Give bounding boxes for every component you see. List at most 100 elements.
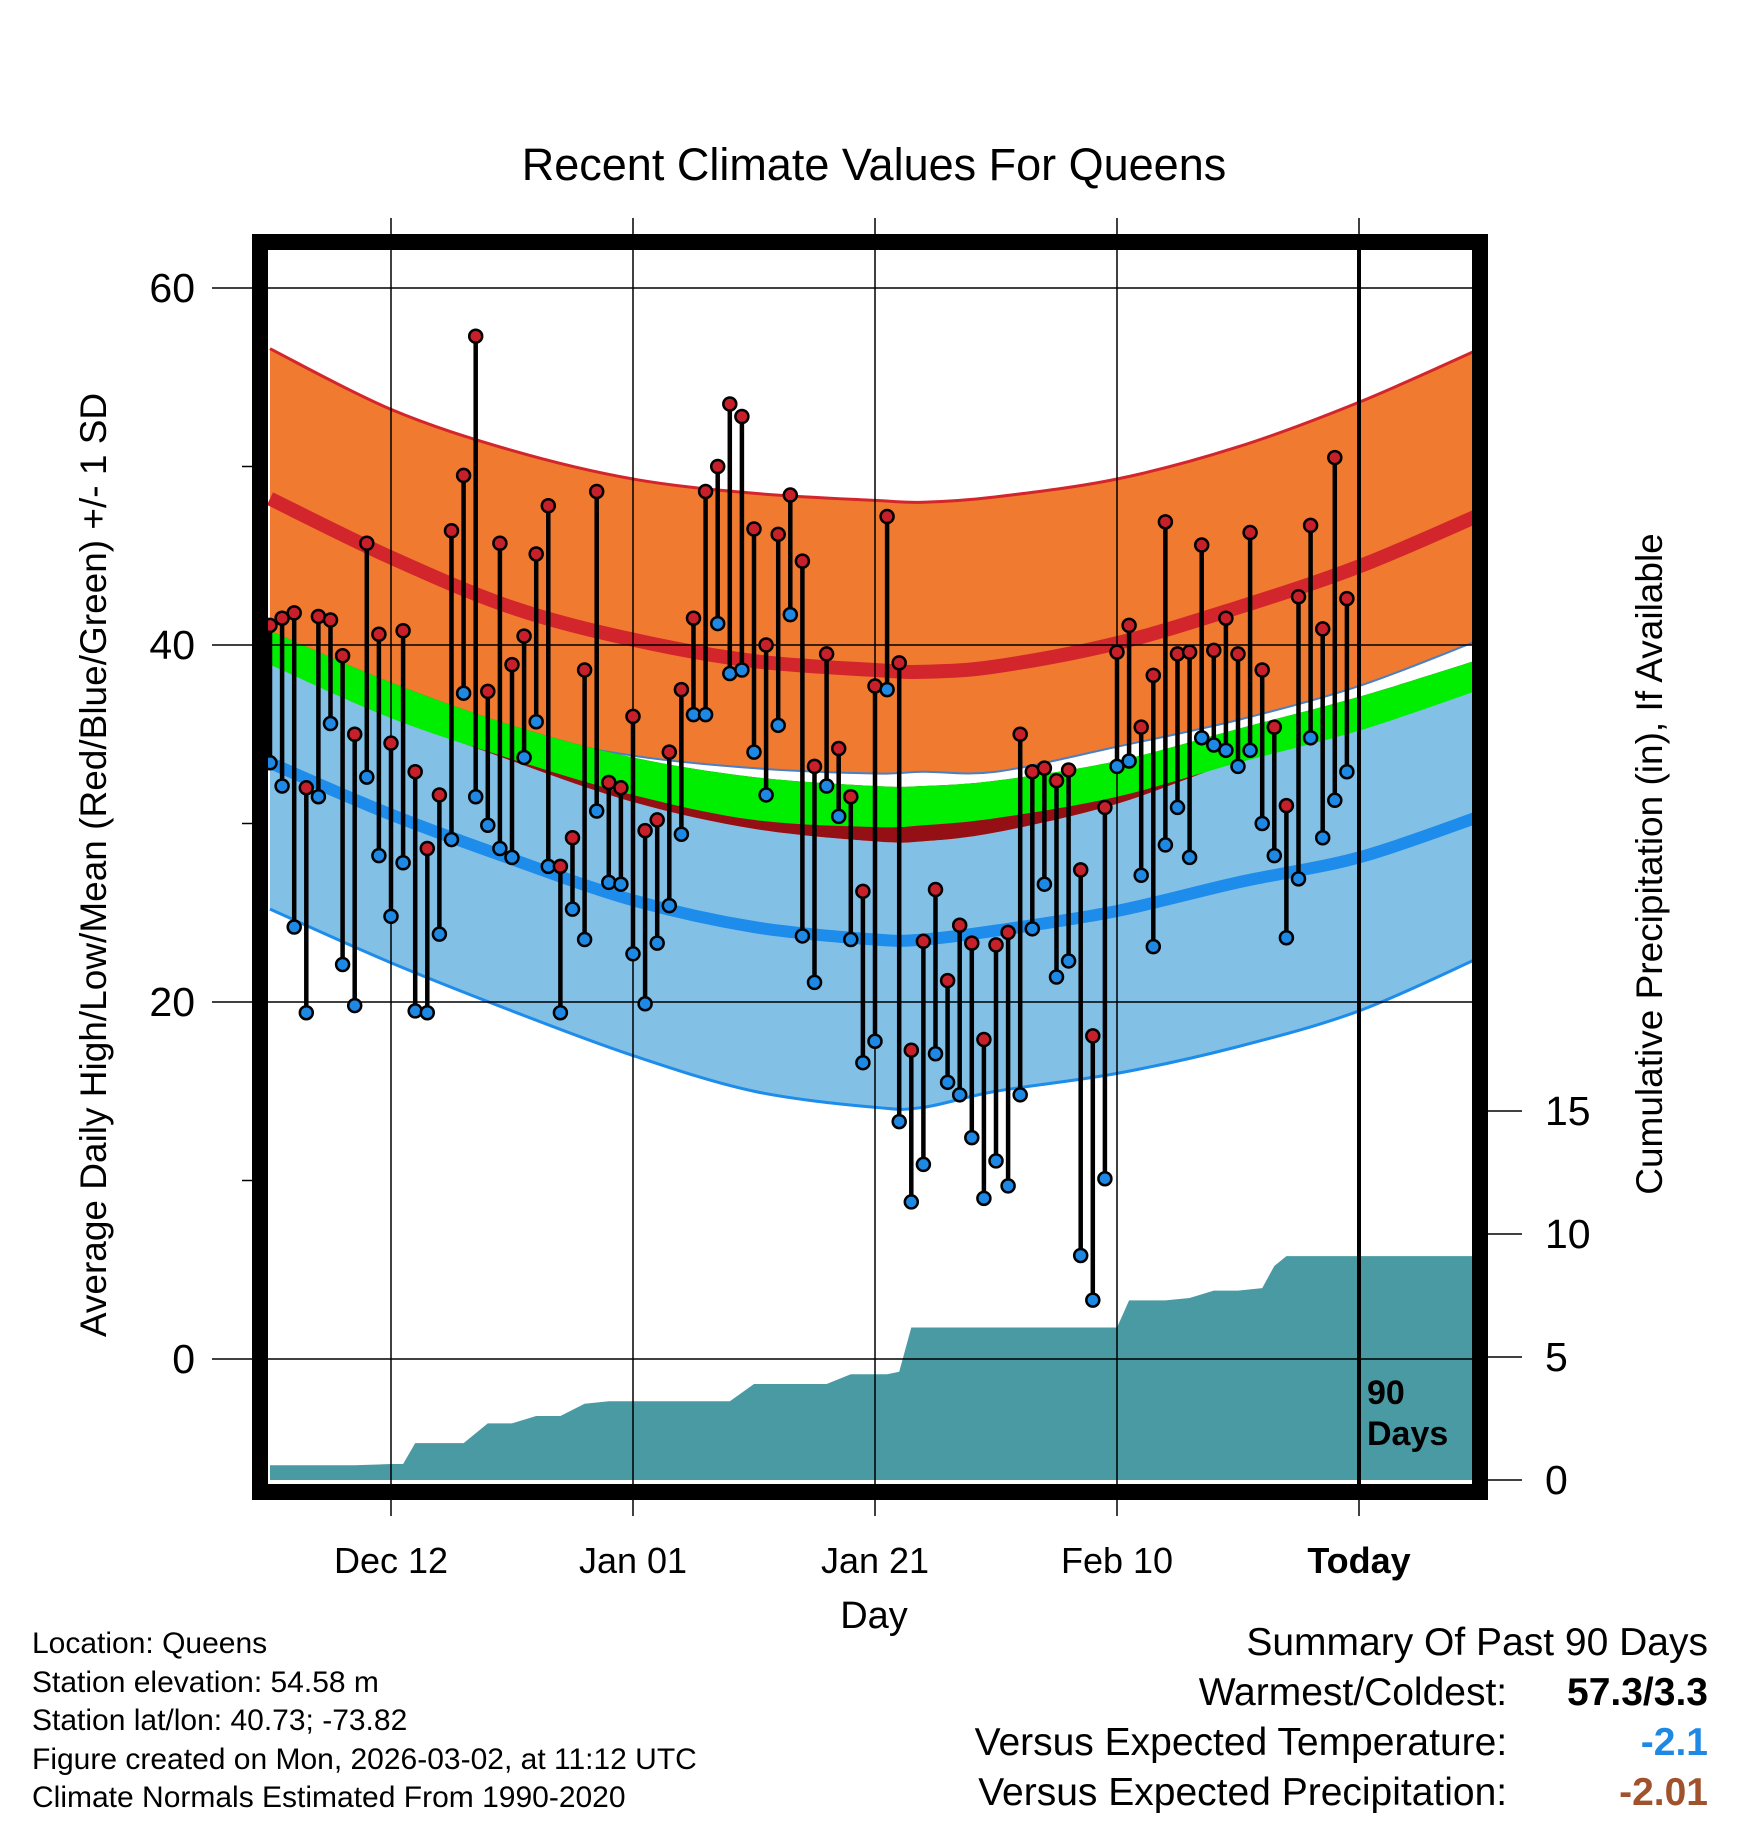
daily-low-point (552, 1004, 569, 1021)
daily-low-point (286, 919, 302, 935)
today-days-label: Days (1367, 1415, 1448, 1453)
daily-high-point (588, 483, 605, 500)
daily-low-point (359, 769, 375, 785)
daily-low-point (830, 808, 847, 825)
daily-high-point (346, 726, 363, 742)
daily-low-point (1012, 1087, 1028, 1103)
temp-label: Versus Expected Temperature: (974, 1721, 1508, 1764)
y-tick-label: 0 (172, 1336, 195, 1382)
daily-low-point (843, 931, 859, 948)
daily-low-point (395, 855, 411, 871)
daily-low-point (879, 681, 895, 698)
daily-low-point (371, 847, 387, 864)
y-tick-label: 20 (149, 979, 195, 1025)
daily-low-point (298, 1004, 315, 1021)
daily-high-point (673, 681, 690, 698)
daily-high-point (1169, 646, 1186, 662)
daily-high-point (371, 626, 387, 643)
x-tick-label: Feb 10 (1061, 1540, 1173, 1581)
daily-high-point (443, 523, 460, 539)
daily-high-point (564, 830, 581, 846)
daily-high-point (1085, 1028, 1101, 1044)
daily-low-point (492, 840, 508, 857)
warm-cold-label: Warmest/Coldest: (1198, 1671, 1508, 1714)
daily-low-point (891, 1113, 907, 1130)
temp-row: Versus Expected Temperature: -2.1 (975, 1718, 1708, 1768)
daily-high-point (1036, 760, 1053, 776)
daily-low-point (649, 935, 665, 951)
daily-high-point (1302, 517, 1319, 534)
location-text: Location: Queens (32, 1627, 268, 1660)
daily-high-point (528, 546, 544, 562)
chart-title: Recent Climate Values For Queens (522, 139, 1227, 190)
daily-low-point (637, 996, 653, 1012)
temp-value: -2.1 (1640, 1721, 1708, 1764)
daily-low-point (1072, 1247, 1089, 1264)
daily-low-point (1121, 753, 1137, 769)
daily-high-point (383, 735, 399, 751)
precip-label: Versus Expected Precipitation: (978, 1771, 1508, 1814)
daily-low-point (1097, 1170, 1113, 1187)
daily-high-point (1072, 862, 1089, 878)
precip-tick-label: 5 (1545, 1334, 1568, 1380)
daily-high-point (661, 744, 678, 760)
daily-low-point (697, 706, 714, 723)
daily-low-point (1048, 969, 1065, 985)
daily-low-point (794, 928, 811, 944)
daily-low-point (1327, 792, 1343, 809)
daily-high-point (903, 1042, 920, 1058)
daily-high-point (1048, 772, 1065, 789)
x-tick-label: Today (1307, 1540, 1410, 1581)
daily-low-point (455, 685, 472, 701)
daily-low-point (867, 1033, 883, 1050)
daily-high-point (540, 498, 557, 514)
daily-high-point (419, 840, 436, 857)
daily-high-point (322, 612, 339, 628)
daily-high-point (1254, 662, 1270, 678)
low-normal-line (267, 757, 1480, 947)
daily-low-point (1060, 953, 1077, 969)
daily-low-point (976, 1190, 992, 1207)
daily-low-point (1133, 867, 1149, 884)
summary-panel: Summary Of Past 90 Days Warmest/Coldest:… (975, 1618, 1708, 1818)
daily-low-point (504, 849, 520, 866)
x-tick-label: Dec 12 (334, 1540, 448, 1581)
precipitation-area (270, 1256, 1480, 1480)
daily-high-point (504, 656, 520, 673)
daily-low-point (419, 1004, 436, 1021)
daily-high-point (1060, 762, 1077, 778)
daily-high-point (951, 917, 968, 933)
daily-high-point (1242, 524, 1258, 541)
daily-high-point (1206, 642, 1222, 659)
daily-high-point (915, 933, 932, 950)
axes: 0 20 40 60 0 5 10 15 Dec 12 Jan 01 Jan 21 Feb 10 Tod… (149, 218, 1591, 1581)
daily-low-point (734, 662, 750, 678)
daily-low-point (1036, 876, 1053, 892)
daily-high-point (1266, 719, 1283, 735)
high-band-upper-edge (269, 347, 1480, 504)
x-tick-label: Jan 01 (579, 1540, 687, 1581)
daily-low-point (322, 715, 339, 732)
daily-low-point (1278, 929, 1295, 946)
daily-high-point (480, 683, 496, 700)
daily-high-point (1230, 646, 1246, 662)
daily-high-point (1109, 644, 1125, 660)
y-axis-label-left: Average Daily High/Low/Mean (Red/Blue/Gr… (73, 393, 114, 1337)
daily-high-point (818, 646, 835, 662)
daily-low-point (1242, 742, 1258, 759)
daily-high-point (770, 526, 786, 543)
daily-high-point (976, 1031, 992, 1048)
daily-high-point (1145, 667, 1162, 684)
daily-high-point (649, 812, 665, 828)
daily-high-point (988, 937, 1004, 953)
daily-low-point (310, 788, 327, 805)
daily-high-point (576, 662, 593, 678)
daily-low-point (1302, 730, 1319, 746)
daily-high-point (734, 408, 750, 425)
daily-low-point (383, 908, 399, 925)
daily-low-point (855, 1054, 871, 1071)
daily-low-point (588, 803, 605, 819)
daily-low-point (915, 1156, 932, 1173)
daily-low-point (964, 1129, 980, 1146)
daily-high-point (1121, 617, 1137, 634)
